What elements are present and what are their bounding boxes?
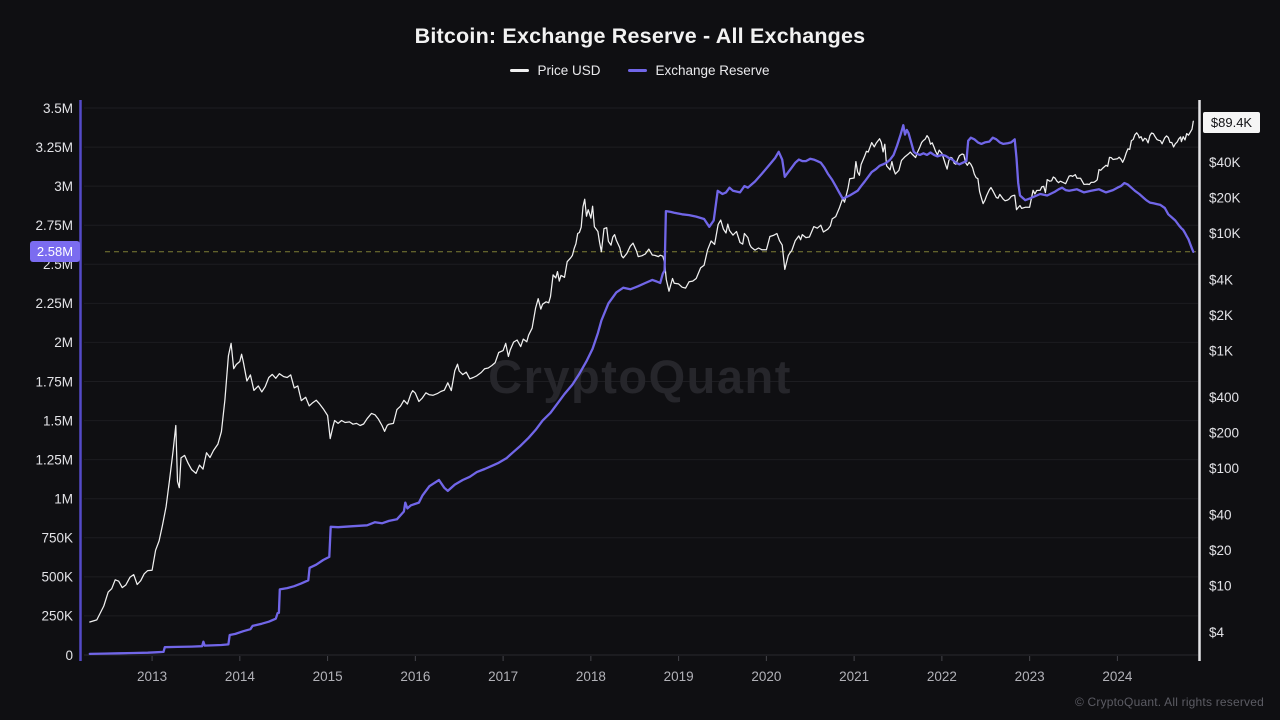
price-line-series[interactable] <box>89 120 1194 623</box>
reserve-series-swatch-icon <box>628 69 648 72</box>
left-axis-tick-label: 2.75M <box>35 218 73 233</box>
left-axis-tick-label: 0 <box>65 648 73 663</box>
x-axis-tick-label: 2014 <box>225 669 256 684</box>
right-axis-tick-label: $10K <box>1209 226 1241 241</box>
left-axis-tick-label: 750K <box>41 531 73 546</box>
watermark-logo: CryptoQuant <box>488 350 792 403</box>
left-axis-tick-label: 3M <box>54 179 73 194</box>
legend-label-reserve: Exchange Reserve <box>655 63 770 78</box>
right-axis-tick-label: $20 <box>1209 543 1232 558</box>
left-axis-tick-label: 2.25M <box>35 296 73 311</box>
x-axis-tick-label: 2021 <box>839 669 869 684</box>
right-axis-tick-label: $400 <box>1209 390 1239 405</box>
legend-item-reserve[interactable]: Exchange Reserve <box>628 63 770 78</box>
right-axis-labels: $40K $20K $10K $4K $2K $1K $400 $200 $100 $40 $20 $… <box>1209 155 1241 640</box>
x-axis-tick-label: 2020 <box>751 669 781 684</box>
page-title: Bitcoin: Exchange Reserve - All Exchange… <box>414 24 866 48</box>
gridlines <box>84 107 1198 656</box>
x-axis-tick-label: 2017 <box>488 669 518 684</box>
x-axis-tick-label: 2019 <box>664 669 694 684</box>
x-axis-labels: 2013 2014 2015 2016 2017 2018 2019 2020 2021 2022… <box>137 656 1133 684</box>
legend: Price USD Exchange Reserve <box>0 63 1280 78</box>
copyright-notice: © CryptoQuant. All rights reserved <box>1074 695 1264 709</box>
right-axis-tick-label: $4K <box>1209 273 1233 288</box>
reserve-current-value-badge: 2.58M <box>30 241 80 262</box>
left-axis-tick-label: 1.25M <box>35 452 73 467</box>
x-axis-tick-label: 2013 <box>137 669 167 684</box>
left-axis-tick-label: 1M <box>54 492 73 507</box>
left-axis-tick-label: 3.5M <box>43 101 73 116</box>
x-axis-tick-label: 2018 <box>576 669 606 684</box>
right-axis-tick-label: $10 <box>1209 578 1232 593</box>
x-axis-tick-label: 2015 <box>313 669 343 684</box>
right-axis-tick-label: $200 <box>1209 425 1239 440</box>
left-axis-labels: 3.5M3.25M3M2.75M2.5M2.25M2M1.75M1.5M1.25… <box>35 101 73 663</box>
right-axis-tick-label: $100 <box>1209 461 1239 476</box>
reserve-line-series[interactable] <box>88 124 1195 656</box>
x-axis-tick-label: 2016 <box>400 669 430 684</box>
left-axis-tick-label: 2M <box>54 335 73 350</box>
right-axis-tick-label: $40K <box>1209 155 1241 170</box>
left-axis-tick-label: 250K <box>41 609 73 624</box>
legend-label-price: Price USD <box>537 63 601 78</box>
left-axis-tick-label: 1.5M <box>43 413 73 428</box>
price-series-swatch-icon <box>510 69 530 72</box>
price-current-value-badge: $89.4K <box>1203 112 1260 133</box>
right-axis-tick-label: $4 <box>1209 625 1225 640</box>
legend-item-price[interactable]: Price USD <box>510 63 600 78</box>
right-axis-tick-label: $40 <box>1209 508 1232 523</box>
x-axis-tick-label: 2024 <box>1102 669 1133 684</box>
x-axis-tick-label: 2022 <box>927 669 957 684</box>
right-axis-tick-label: $20K <box>1209 190 1241 205</box>
left-axis-tick-label: 1.75M <box>35 374 73 389</box>
right-axis-tick-label: $1K <box>1209 343 1233 358</box>
x-axis-tick-label: 2023 <box>1015 669 1045 684</box>
left-axis-tick-label: 3.25M <box>35 140 73 155</box>
right-axis-tick-label: $2K <box>1209 308 1233 323</box>
left-axis-tick-label: 500K <box>41 570 73 585</box>
